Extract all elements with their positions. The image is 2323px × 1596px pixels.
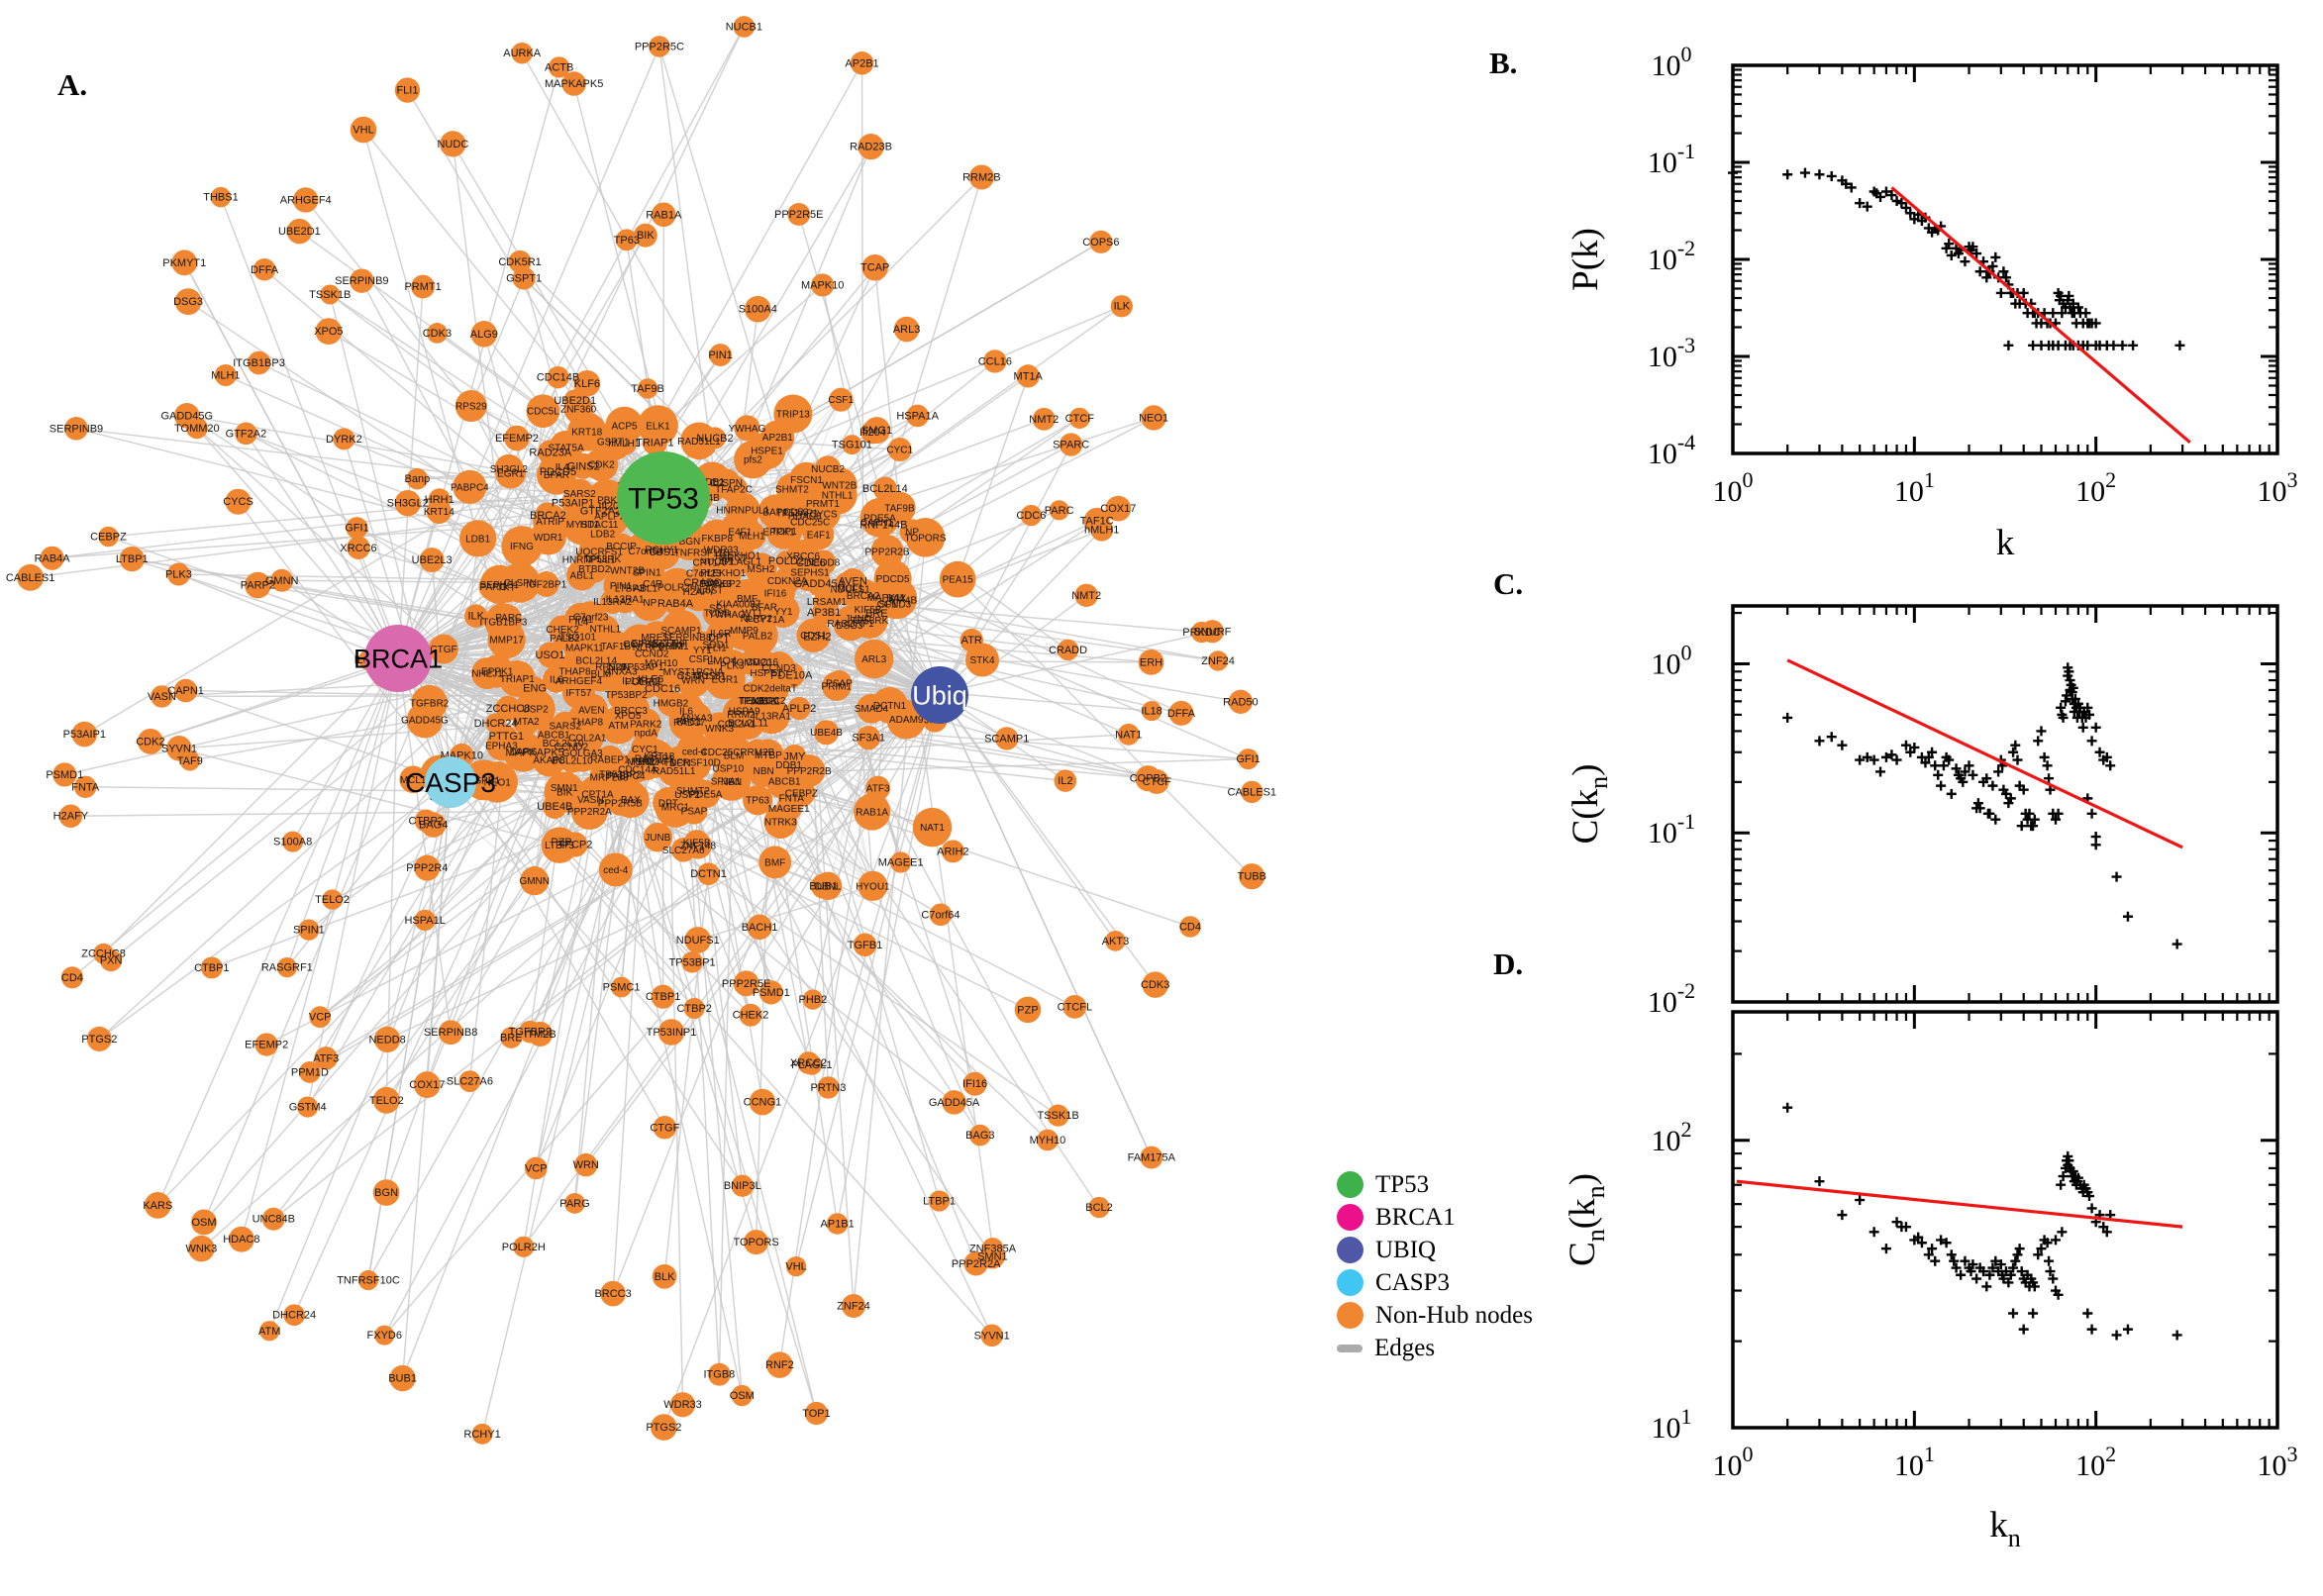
legend: TP53 BRCA1 UBIQ CASP3 Non-Hub nodes Edge… bbox=[1337, 1168, 1533, 1364]
svg-text:Cn(kn): Cn(kn) bbox=[1563, 1173, 1610, 1266]
svg-text:10-2: 10-2 bbox=[1648, 978, 1695, 1019]
legend-label: Non-Hub nodes bbox=[1375, 1301, 1534, 1329]
brca1-dot-icon bbox=[1337, 1204, 1364, 1231]
svg-text:102: 102 bbox=[2075, 1442, 2116, 1482]
tp53-dot-icon bbox=[1337, 1171, 1364, 1198]
legend-item-casp3: CASP3 bbox=[1337, 1266, 1533, 1299]
svg-text:102: 102 bbox=[2075, 467, 2116, 508]
svg-text:100: 100 bbox=[1652, 640, 1692, 680]
edge-line-icon bbox=[1337, 1344, 1363, 1352]
legend-item-brca1: BRCA1 bbox=[1337, 1201, 1533, 1234]
svg-text:10-2: 10-2 bbox=[1648, 236, 1695, 276]
svg-text:100: 100 bbox=[1713, 1442, 1754, 1482]
svg-text:100: 100 bbox=[1652, 42, 1692, 82]
svg-text:101: 101 bbox=[1894, 1442, 1935, 1482]
svg-text:102: 102 bbox=[1652, 1117, 1692, 1157]
svg-text:kn: kn bbox=[1989, 1505, 2021, 1552]
chart-degree-distribution: 100 101 102 103 100 10-1 10-2 10-3 10-4 P(k) k bbox=[1566, 42, 2298, 563]
nonhub-dot-icon bbox=[1337, 1302, 1364, 1329]
legend-label: BRCA1 bbox=[1375, 1203, 1456, 1231]
svg-text:10-1: 10-1 bbox=[1648, 139, 1695, 179]
svg-text:100: 100 bbox=[1713, 467, 1754, 508]
panel-label-d: D. bbox=[1493, 947, 1524, 981]
ubiq-dot-icon bbox=[1337, 1237, 1364, 1263]
svg-text:101: 101 bbox=[1894, 467, 1935, 508]
legend-item-edges: Edges bbox=[1337, 1332, 1533, 1364]
network-nodes bbox=[17, 16, 1265, 1445]
panel-label-a: A. bbox=[57, 67, 88, 102]
svg-text:C(kn): C(kn) bbox=[1566, 764, 1613, 845]
svg-text:103: 103 bbox=[2258, 1442, 2298, 1482]
legend-label: CASP3 bbox=[1375, 1268, 1451, 1296]
svg-text:101: 101 bbox=[1652, 1404, 1692, 1445]
chart-neighborhood-connectivity: 100 101 102 103 102 101 Cn(kn) kn bbox=[1563, 1010, 2298, 1552]
panel-label-b: B. bbox=[1489, 46, 1518, 80]
legend-label: Edges bbox=[1374, 1334, 1436, 1361]
legend-label: UBIQ bbox=[1375, 1236, 1437, 1263]
casp3-dot-icon bbox=[1337, 1269, 1364, 1296]
chart-clustering-coefficient: 100 10-1 10-2 C(kn) bbox=[1566, 604, 2279, 1019]
panel-label-c: C. bbox=[1493, 566, 1524, 601]
legend-item-nonhub: Non-Hub nodes bbox=[1337, 1299, 1533, 1332]
svg-text:10-3: 10-3 bbox=[1648, 333, 1695, 373]
legend-item-tp53: TP53 bbox=[1337, 1168, 1533, 1201]
svg-text:103: 103 bbox=[2258, 467, 2298, 508]
svg-text:10-1: 10-1 bbox=[1648, 809, 1695, 849]
svg-text:k: k bbox=[1996, 523, 2015, 563]
svg-text:10-4: 10-4 bbox=[1648, 430, 1695, 470]
svg-text:P(k): P(k) bbox=[1566, 228, 1606, 291]
legend-item-ubiq: UBIQ bbox=[1337, 1234, 1533, 1266]
legend-label: TP53 bbox=[1375, 1170, 1430, 1198]
